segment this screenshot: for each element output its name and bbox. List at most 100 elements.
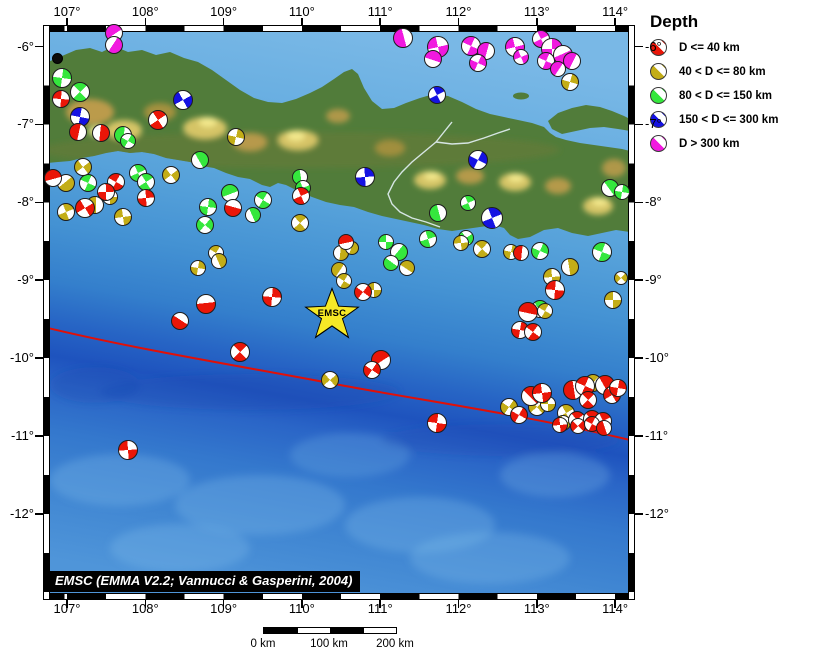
axis-label-lat-left: -12° — [10, 505, 34, 521]
axis-tick-right — [635, 435, 643, 437]
beachball-marker — [378, 234, 394, 250]
beachball-marker — [609, 379, 627, 397]
axis-label-lon-bottom: 107° — [53, 601, 81, 616]
axis-label-lat-left: -7° — [17, 116, 34, 132]
beachball-marker — [481, 207, 503, 229]
beachball-marker — [224, 199, 242, 217]
axis-label-lon-bottom: 113° — [523, 601, 550, 616]
axis-tick-top — [536, 18, 538, 26]
axis-tick-right — [635, 201, 643, 204]
axis-label-lat-right: -10° — [645, 350, 669, 366]
axis-tick-bottom — [379, 600, 381, 608]
axis-label-lat-right: -7° — [645, 116, 662, 132]
beachball-marker — [196, 216, 214, 234]
beachball-marker — [254, 191, 272, 209]
axis-tick-left — [35, 45, 43, 48]
beachball-marker — [321, 371, 339, 389]
beachball-marker — [190, 260, 206, 276]
legend-item: 150 < D <= 300 km — [650, 111, 818, 128]
map-scale-bar: 0 km 100 km 200 km — [251, 627, 414, 654]
map-frame-left — [43, 25, 50, 600]
beachball-marker — [469, 54, 487, 72]
axis-label-lon-top: 107° — [53, 4, 81, 19]
axis-label-lon-bottom: 111° — [367, 601, 393, 616]
beachball-marker — [70, 82, 90, 102]
axis-label-lon-top: 109° — [210, 4, 238, 19]
beachball-marker — [552, 417, 568, 433]
beachball-marker — [592, 242, 612, 262]
axis-label-lat-left: -9° — [17, 272, 34, 288]
axis-label-lon-top: 114° — [602, 4, 629, 19]
city-dot-marker — [52, 53, 63, 64]
axis-tick-top — [66, 18, 68, 26]
depth-legend: Depth D <= 40 km 40 < D <= 80 km 80 < D … — [650, 12, 818, 152]
beachball-marker — [513, 245, 529, 261]
beachball-marker — [429, 204, 447, 222]
beachball-marker — [230, 342, 250, 362]
beachball-marker — [561, 258, 579, 276]
beachball-marker — [118, 440, 138, 460]
beachball-marker — [292, 187, 310, 205]
axis-label-lon-top: 112° — [445, 4, 472, 19]
beachball-marker — [191, 151, 209, 169]
axis-tick-top — [144, 18, 147, 26]
beachball-marker — [383, 255, 399, 271]
scale-bar-segments — [263, 627, 397, 634]
beachball-marker — [518, 302, 538, 322]
beachball-marker — [148, 110, 168, 130]
axis-label-lat-left: -11° — [10, 428, 34, 443]
axis-tick-top — [379, 18, 381, 26]
beachball-marker — [75, 198, 95, 218]
axis-label-lat-right: -9° — [645, 272, 662, 288]
axis-tick-left — [35, 357, 43, 359]
legend-item: D <= 40 km — [650, 39, 818, 56]
beachball-marker — [579, 391, 597, 409]
beachball-marker — [171, 312, 189, 330]
axis-label-lon-bottom: 109° — [210, 601, 238, 616]
axis-label-lon-bottom: 110° — [288, 601, 315, 616]
legend-item: 80 < D <= 150 km — [650, 87, 818, 104]
legend-title: Depth — [650, 12, 699, 31]
beachball-marker — [221, 184, 239, 202]
map-frame-right — [628, 25, 635, 600]
beachball-marker — [428, 86, 446, 104]
axis-tick-left — [35, 123, 43, 126]
axis-label-lon-top: 111° — [367, 4, 393, 19]
beachball-marker — [245, 207, 261, 223]
axis-tick-top — [222, 18, 225, 26]
axis-label-lat-left: -10° — [10, 350, 34, 366]
beachball-marker — [419, 230, 437, 248]
axis-label-lat-right: -8° — [645, 194, 662, 210]
axis-tick-left — [35, 513, 43, 515]
beachball-marker — [532, 383, 552, 403]
beachball-marker — [120, 133, 136, 149]
beachball-marker — [227, 128, 245, 146]
beachball-marker — [461, 36, 481, 56]
axis-label-lon-top: 113° — [523, 4, 550, 19]
beachball-marker — [355, 167, 375, 187]
beachball-marker — [537, 303, 553, 319]
beachball-marker — [105, 36, 123, 54]
axis-tick-left — [35, 279, 43, 281]
beachball-marker — [563, 52, 581, 70]
beachball-marker — [453, 235, 469, 251]
legend-item-label: 150 < D <= 300 km — [679, 113, 779, 126]
axis-tick-bottom — [301, 600, 303, 608]
beachball-marker — [162, 166, 180, 184]
axis-tick-bottom — [536, 600, 538, 608]
beachball-marker — [70, 107, 90, 127]
attribution-text: EMSC (EMMA V2.2; Vannucci & Gasperini, 2… — [49, 571, 361, 592]
beachball-marker — [69, 123, 87, 141]
axis-label-lat-right: -12° — [645, 505, 669, 521]
axis-tick-bottom — [222, 600, 225, 608]
scale-bar-labels: 0 km 100 km 200 km — [251, 638, 414, 654]
axis-tick-bottom — [614, 600, 616, 608]
axis-label-lon-top: 110° — [288, 4, 315, 19]
beachball-marker — [510, 406, 528, 424]
axis-tick-right — [635, 279, 643, 281]
axis-tick-right — [635, 513, 643, 515]
axis-label-lon-bottom: 114° — [602, 601, 629, 616]
legend-item: D > 300 km — [650, 135, 818, 152]
beachball-marker — [262, 287, 282, 307]
beachball-marker — [614, 184, 630, 200]
